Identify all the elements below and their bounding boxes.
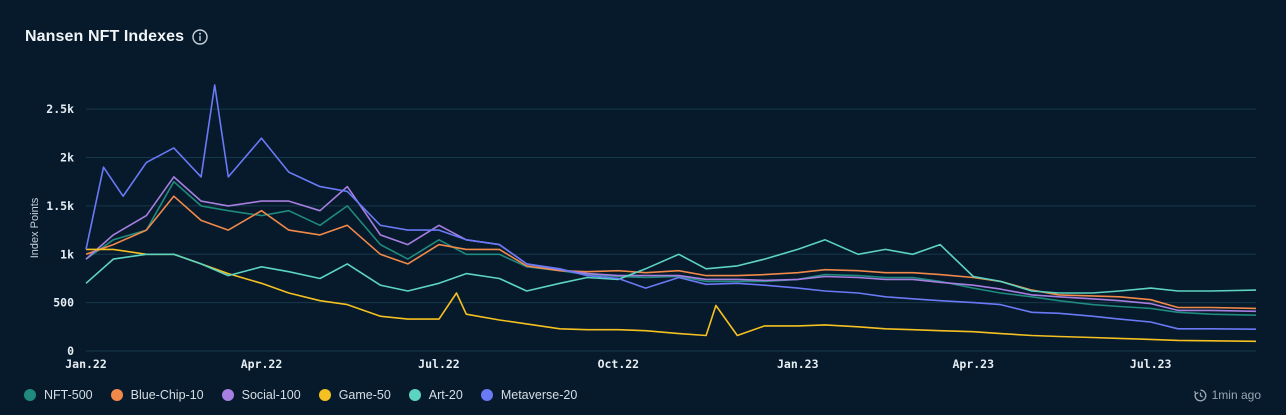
legend-label: Blue-Chip-10 (130, 388, 204, 402)
legend-item-nft-500[interactable]: NFT-500 (24, 388, 93, 402)
legend-swatch (480, 389, 493, 401)
chart-title: Nansen NFT Indexes (25, 28, 185, 45)
legend-label: Art-20 (428, 388, 463, 402)
legend-label: Social-100 (241, 388, 301, 402)
legend-swatch (221, 389, 234, 401)
nft-index-chart[interactable]: 0 500 1k 1.5k 2k 2.5k Index Points Jan.22 Apr.22… (0, 0, 1286, 380)
legend-swatch (110, 389, 123, 401)
chart-header: Nansen NFT Indexes (25, 28, 208, 46)
y-tick-label: 2k (60, 151, 74, 165)
info-icon[interactable] (192, 29, 208, 45)
legend-label: NFT-500 (44, 388, 93, 402)
x-tick-label: Jan.23 (777, 357, 819, 371)
series-line-social-100 (85, 176, 1257, 313)
x-tick-label: Jan.22 (65, 357, 107, 371)
updated-text: 1min ago (1211, 388, 1261, 402)
x-tick-label: Jul.22 (418, 357, 460, 371)
y-tick-label: 2.5k (46, 102, 74, 116)
x-tick-label: Apr.22 (241, 357, 283, 371)
legend-swatch (408, 389, 421, 401)
legend-label: Game-50 (338, 388, 391, 402)
x-tick-label: Jul.23 (1130, 357, 1172, 371)
legend-item-metaverse-20[interactable]: Metaverse-20 (480, 388, 578, 402)
legend-label: Metaverse-20 (500, 388, 578, 402)
y-tick-label: 0 (67, 344, 74, 358)
x-tick-label: Oct.22 (598, 357, 640, 371)
y-tick-label: 1.5k (46, 199, 74, 213)
y-tick-label: 500 (53, 296, 74, 310)
legend-swatch (318, 389, 331, 401)
y-axis-label: Index Points (29, 197, 41, 258)
series-line-game-50 (86, 248, 1257, 343)
legend-item-blue-chip-10[interactable]: Blue-Chip-10 (110, 388, 204, 402)
y-tick-label: 1k (60, 247, 74, 261)
series-line-nft-500 (85, 180, 1257, 316)
legend-item-game-50[interactable]: Game-50 (318, 388, 391, 402)
clock-refresh-icon (1193, 389, 1207, 402)
last-updated: 1min ago (1193, 388, 1261, 402)
series-line-art-20 (85, 239, 1257, 294)
legend-swatch (24, 389, 36, 401)
legend-item-art-20[interactable]: Art-20 (408, 388, 463, 402)
chart-legend: NFT-500 Blue-Chip-10 Social-100 Game-50 Art-… (24, 388, 577, 402)
series-line-metaverse-20 (85, 84, 1257, 330)
x-tick-label: Apr.23 (952, 357, 994, 371)
series-line-blue-chip-10 (85, 195, 1257, 310)
legend-item-social-100[interactable]: Social-100 (221, 388, 301, 402)
